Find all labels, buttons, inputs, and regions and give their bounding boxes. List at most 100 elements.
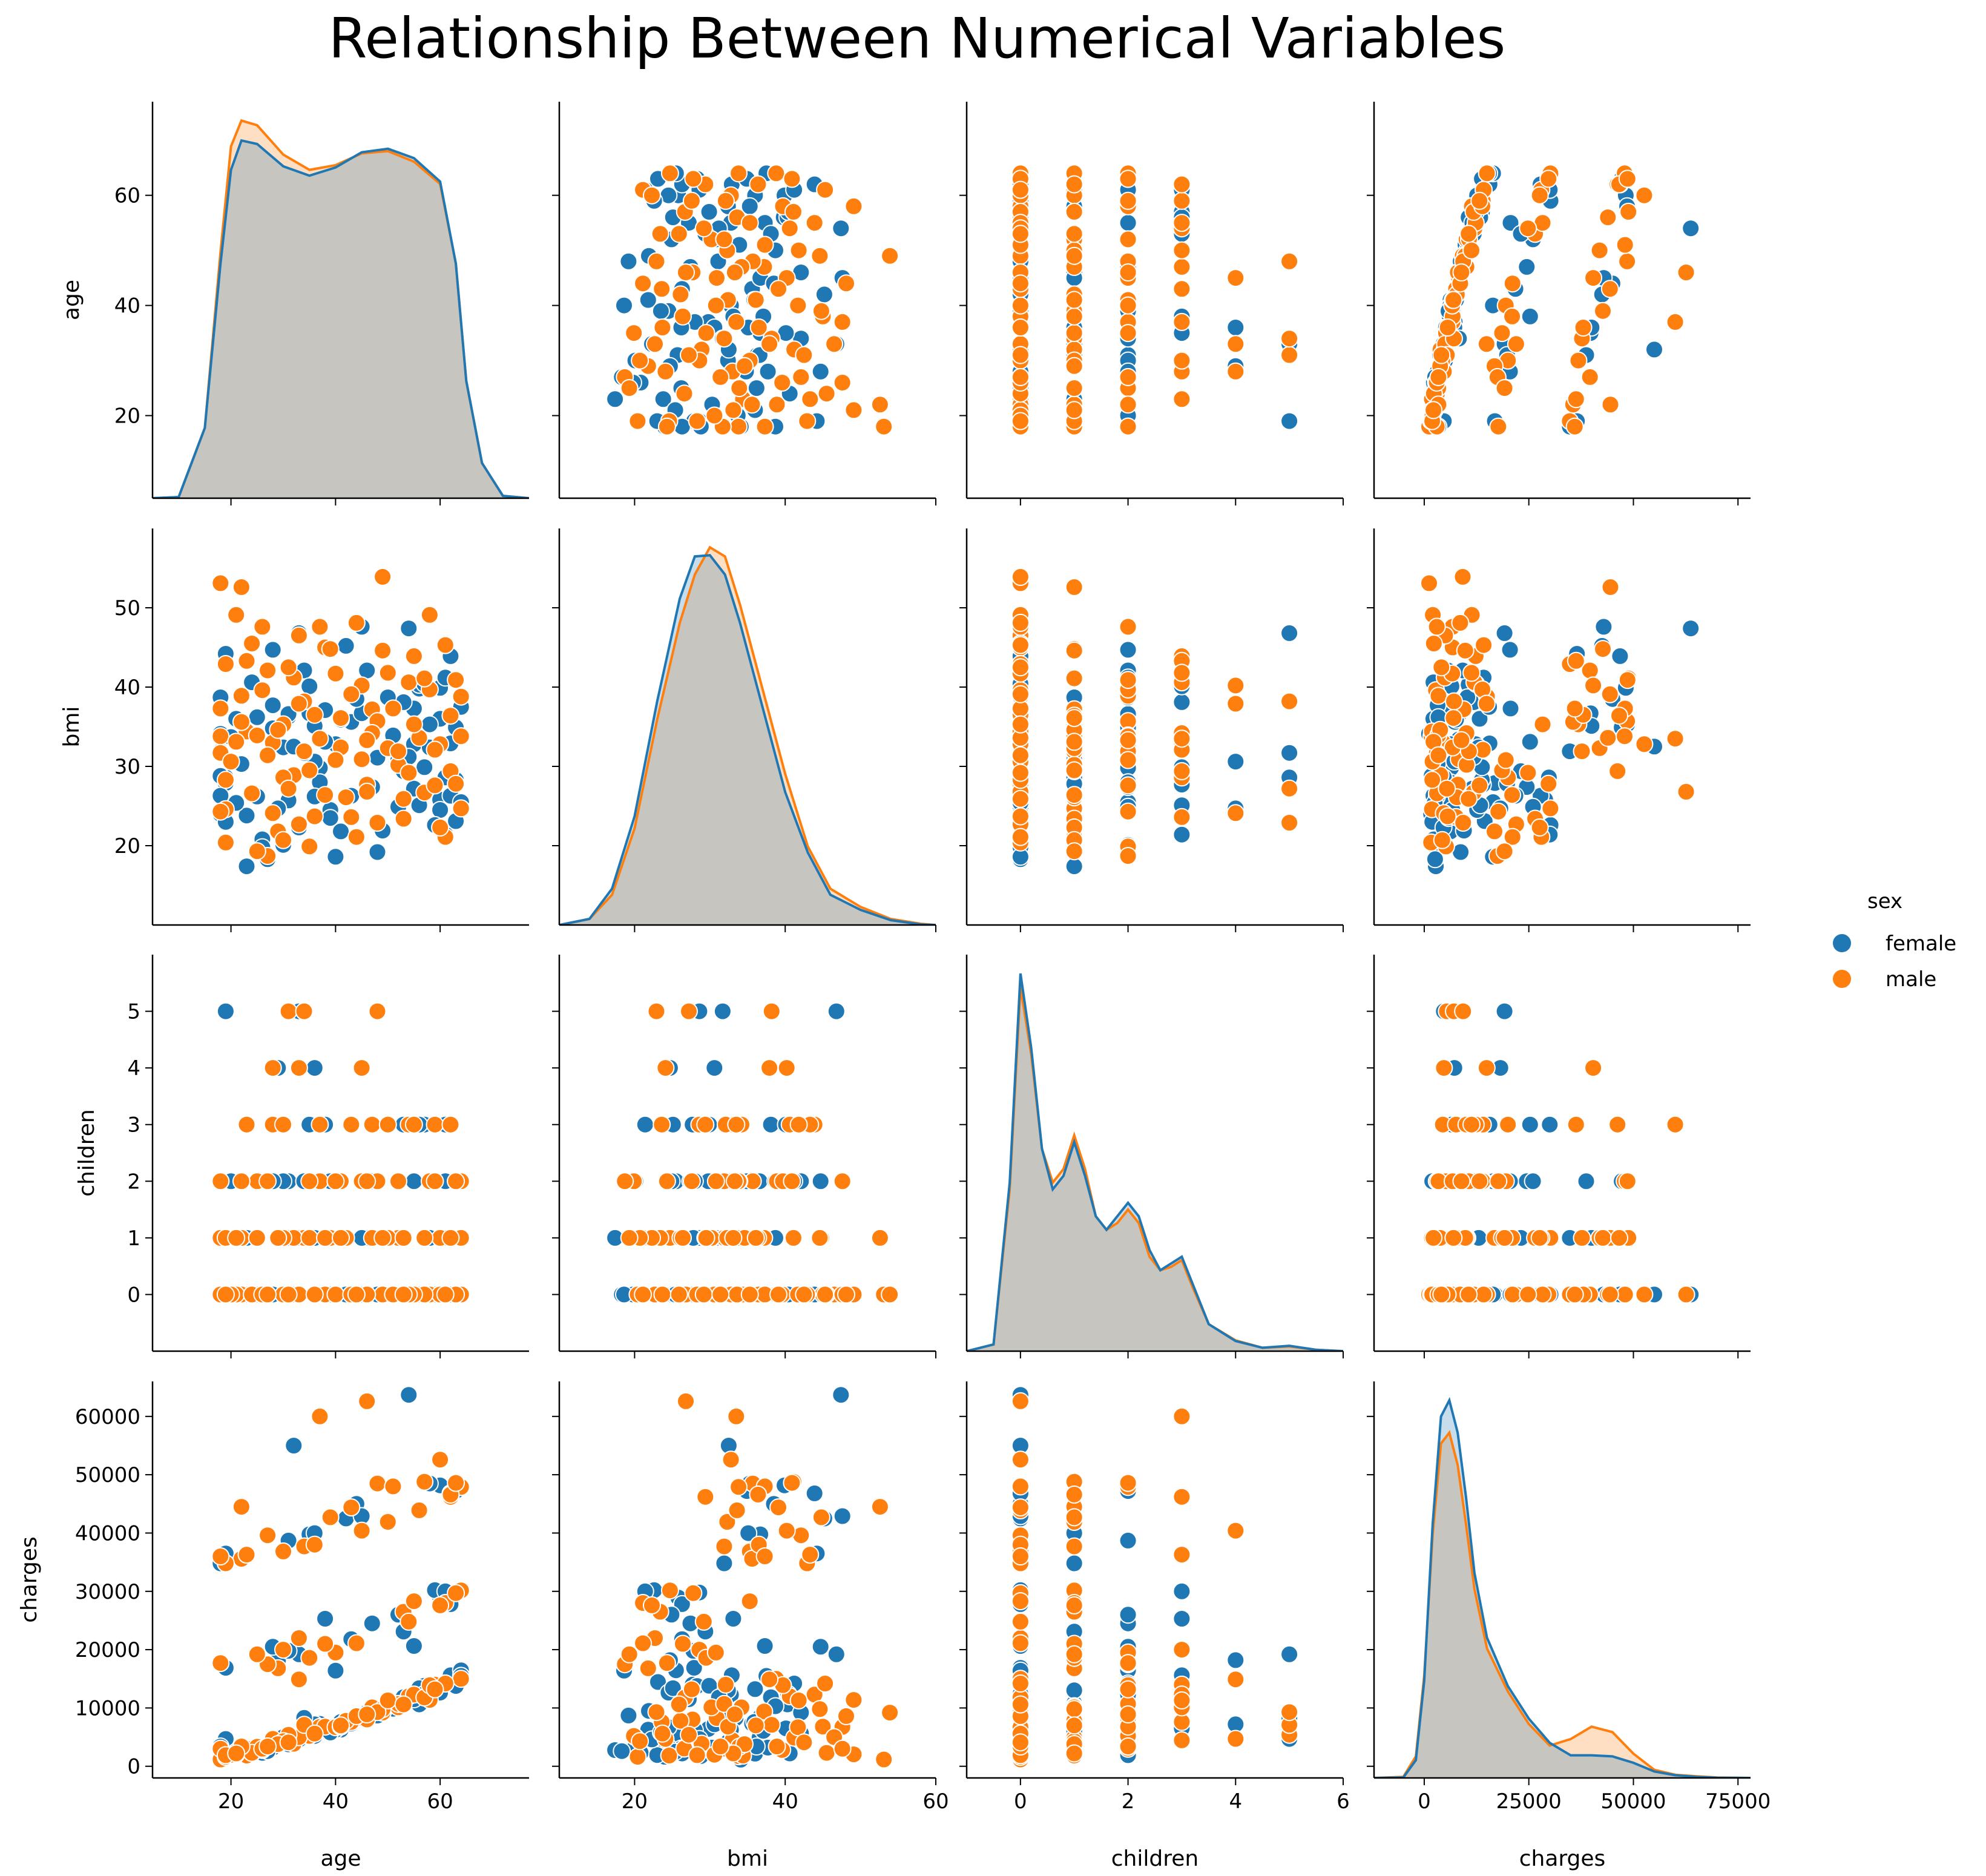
point-male-age-children-24 — [1172, 191, 1191, 210]
point-female-charges-bmi-100 — [619, 1706, 638, 1725]
point-male-charges-children-91 — [1119, 1680, 1137, 1699]
point-male-age-charges-78 — [1567, 390, 1585, 409]
point-male-charges-bmi-59 — [634, 1634, 653, 1653]
point-male-children-bmi-53 — [680, 1002, 698, 1021]
point-male-age-children-62 — [1172, 257, 1191, 276]
point-male-age-bmi-69 — [643, 186, 661, 205]
point-male-age-charges-95 — [1618, 169, 1637, 188]
point-male-age-bmi-96 — [620, 379, 639, 398]
point-male-charges-bmi-70 — [727, 1407, 746, 1426]
point-male-children-charges-85 — [1489, 1172, 1508, 1191]
point-male-bmi-charges-91 — [1470, 776, 1489, 795]
point-male-children-bmi-90 — [837, 1285, 855, 1304]
point-female-bmi-children-108 — [1172, 825, 1191, 844]
point-male-age-bmi-70 — [727, 312, 746, 331]
point-male-bmi-children-19 — [1065, 578, 1083, 596]
point-female-children-bmi-108 — [636, 1115, 654, 1134]
point-male-children-age-23 — [274, 1115, 292, 1134]
kde-line-male-bmi — [559, 545, 936, 925]
point-male-children-bmi-86 — [694, 1285, 713, 1304]
point-male-children-bmi-94 — [653, 1285, 672, 1304]
point-male-bmi-charges-58 — [1429, 686, 1448, 705]
point-male-children-charges-21 — [1635, 1285, 1654, 1304]
point-female-charges-bmi-17 — [746, 1680, 764, 1699]
point-female-charges-bmi-102 — [715, 1554, 734, 1573]
point-male-age-charges-75 — [1600, 280, 1619, 298]
point-male-children-charges-23 — [1499, 1115, 1517, 1134]
point-female-charges-bmi-79 — [724, 1610, 743, 1628]
point-male-children-age-94 — [305, 1285, 324, 1304]
point-male-age-children-61 — [1226, 362, 1245, 381]
point-male-children-bmi-85 — [657, 1172, 676, 1191]
point-male-bmi-age-74 — [389, 742, 407, 761]
point-male-age-bmi-90 — [837, 274, 855, 293]
point-male-children-age-47 — [258, 1172, 277, 1191]
point-female-children-charges-26 — [1577, 1172, 1596, 1191]
point-male-children-age-99 — [279, 1285, 298, 1304]
point-male-age-charges-96 — [1495, 379, 1514, 398]
point-male-charges-children-82 — [1280, 1703, 1299, 1722]
point-male-age-bmi-31 — [653, 280, 671, 298]
point-male-age-bmi-87 — [760, 335, 779, 354]
point-male-children-bmi-19 — [870, 1228, 889, 1247]
point-male-children-bmi-82 — [647, 1002, 666, 1021]
point-male-bmi-age-0 — [211, 727, 230, 746]
point-male-bmi-age-50 — [243, 634, 261, 653]
point-male-charges-bmi-77 — [740, 1592, 759, 1611]
point-male-bmi-children-96 — [1065, 842, 1083, 861]
point-male-children-bmi-67 — [811, 1228, 829, 1247]
point-male-children-charges-51 — [1584, 1059, 1603, 1078]
point-male-bmi-age-48 — [305, 705, 324, 724]
point-male-bmi-children-12 — [1011, 567, 1030, 586]
point-male-children-bmi-97 — [725, 1172, 744, 1191]
point-male-charges-children-95 — [1119, 1473, 1137, 1492]
point-male-children-age-95 — [447, 1172, 465, 1191]
point-male-children-bmi-72 — [784, 1228, 803, 1247]
point-female-age-bmi-107 — [832, 219, 850, 238]
point-male-age-bmi-43 — [805, 214, 824, 232]
point-male-age-charges-91 — [1470, 191, 1489, 210]
point-male-children-charges-86 — [1519, 1285, 1537, 1304]
point-male-charges-bmi-99 — [795, 1733, 814, 1752]
point-male-age-children-79 — [1119, 296, 1137, 315]
point-male-age-charges-84 — [1462, 241, 1481, 260]
point-male-age-charges-71 — [1677, 263, 1695, 281]
point-male-bmi-age-33 — [452, 687, 470, 706]
point-male-charges-bmi-95 — [783, 1473, 801, 1492]
point-male-age-charges-7 — [1569, 351, 1588, 370]
point-male-bmi-age-27 — [253, 681, 272, 700]
point-male-bmi-children-59 — [1011, 828, 1030, 846]
point-male-charges-age-2 — [289, 1629, 308, 1647]
point-male-children-age-68 — [295, 1002, 314, 1021]
point-male-children-charges-61 — [1435, 1059, 1453, 1078]
point-male-children-age-89 — [227, 1228, 246, 1247]
point-male-bmi-charges-21 — [1635, 735, 1654, 754]
point-female-age-children-89 — [1226, 318, 1245, 337]
point-male-children-bmi-93 — [746, 1228, 765, 1247]
point-male-children-charges-84 — [1462, 1115, 1481, 1134]
point-male-children-bmi-80 — [816, 1285, 835, 1304]
point-male-age-children-73 — [1011, 412, 1030, 430]
point-male-charges-children-93 — [1065, 1716, 1083, 1735]
point-male-bmi-charges-94 — [1438, 807, 1457, 826]
point-male-age-bmi-88 — [749, 175, 768, 194]
point-male-age-children-89 — [1065, 401, 1083, 420]
point-male-age-charges-19 — [1601, 395, 1620, 414]
point-male-bmi-charges-79 — [1496, 751, 1515, 769]
point-male-charges-bmi-90 — [837, 1707, 855, 1725]
point-male-charges-age-56 — [321, 1508, 340, 1527]
point-male-children-age-98 — [394, 1285, 413, 1304]
point-male-age-bmi-57 — [651, 225, 669, 243]
point-male-charges-age-96 — [248, 1645, 266, 1664]
panel-children-vs-charges — [1367, 955, 1751, 1358]
point-male-children-age-63 — [300, 1228, 319, 1247]
point-male-bmi-age-64 — [447, 774, 465, 793]
point-male-children-age-62 — [363, 1115, 381, 1134]
x-tick-label: 4 — [1229, 1789, 1242, 1814]
point-male-bmi-age-88 — [441, 706, 460, 725]
point-male-charges-children-75 — [1011, 1498, 1030, 1517]
point-male-age-children-95 — [1119, 169, 1137, 188]
point-male-age-charges-59 — [1503, 274, 1522, 293]
point-male-charges-age-37 — [410, 1501, 429, 1519]
point-male-bmi-charges-75 — [1600, 685, 1619, 703]
